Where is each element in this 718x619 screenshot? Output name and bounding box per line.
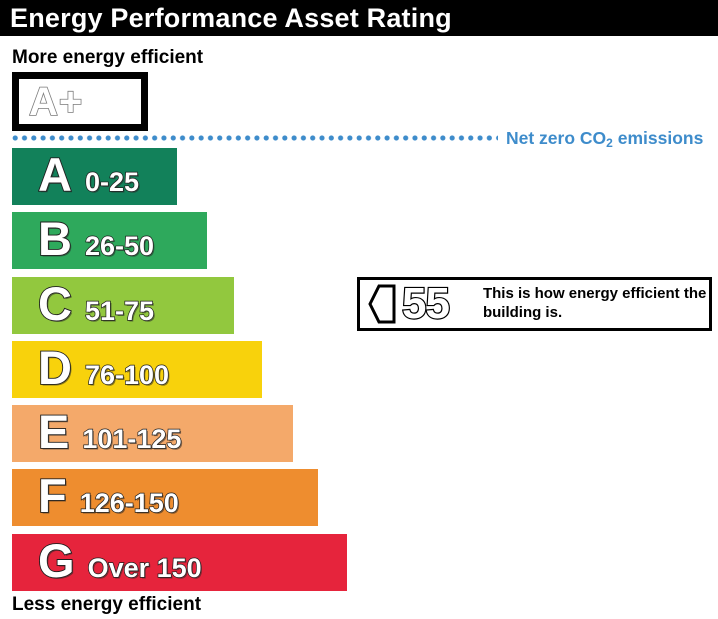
indicator-value: 55 — [401, 279, 451, 328]
band-f-letter: F — [37, 469, 68, 524]
net-zero-dotted-line — [12, 134, 498, 142]
band-d-range: 76-100 — [84, 359, 170, 390]
left-arrow-icon — [368, 284, 396, 324]
band-b-letter: B — [37, 211, 73, 266]
a-plus-band-box: A+ — [12, 72, 148, 131]
band-f-range: 126-150 — [79, 488, 179, 519]
band-a-letter: A — [37, 147, 73, 202]
band-g-range: Over 150 — [87, 552, 202, 583]
band-c-range: 51-75 — [84, 295, 155, 326]
band-c: C 51-75 — [12, 276, 234, 334]
band-d: D 76-100 — [12, 340, 262, 398]
band-b: B 26-50 — [12, 211, 207, 270]
a-plus-band-label: A+ — [28, 79, 84, 124]
band-g-letter: G — [37, 533, 75, 588]
band-d-letter: D — [37, 340, 73, 395]
band-e: E 101-125 — [12, 404, 293, 463]
net-zero-emissions-label: Net zero CO2 emissions — [506, 128, 703, 150]
band-c-letter: C — [37, 276, 73, 331]
band-g: G Over 150 — [12, 533, 347, 591]
page-title: Energy Performance Asset Rating — [10, 2, 452, 33]
less-energy-efficient-label: Less energy efficient — [12, 594, 202, 615]
net-zero-text-prefix: Net zero CO — [506, 128, 607, 148]
rating-indicator-box: 55 This is how energy efficient the buil… — [357, 277, 712, 331]
band-f: F 126-150 — [12, 469, 318, 527]
band-e-letter: E — [37, 404, 70, 459]
header-bar: Energy Performance Asset Rating — [0, 0, 718, 36]
indicator-description: This is how energy efficient the buildin… — [482, 285, 707, 321]
net-zero-text-suffix: emissions — [612, 128, 704, 148]
band-a-range: 0-25 — [84, 166, 139, 197]
band-a: A 0-25 — [12, 147, 177, 205]
net-zero-subscript: 2 — [606, 136, 613, 150]
band-b-range: 26-50 — [84, 231, 155, 262]
band-e-range: 101-125 — [82, 423, 182, 455]
rating-bands: A 0-25 B 26-50 C 51-75 D 76-100 E 101-125 F 12… — [12, 147, 347, 598]
more-energy-efficient-label: More energy efficient — [12, 47, 204, 68]
